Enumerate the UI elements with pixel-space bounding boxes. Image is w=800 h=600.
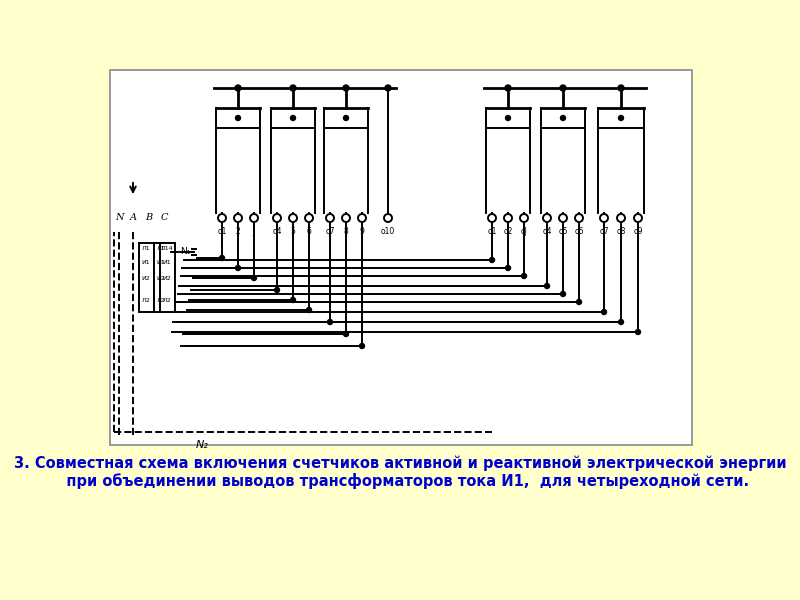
Circle shape [235,265,241,271]
Circle shape [575,214,583,222]
Circle shape [634,214,642,222]
Text: 9: 9 [359,226,365,235]
Circle shape [343,115,349,121]
Circle shape [327,319,333,325]
Text: o4: o4 [542,226,552,235]
Text: 3. Совместная схема включения счетчиков активной и реактивной электрической энер: 3. Совместная схема включения счетчиков … [14,455,786,471]
Circle shape [561,115,566,121]
Text: б: б [306,226,311,235]
FancyBboxPatch shape [154,243,169,312]
Circle shape [506,265,510,271]
Circle shape [522,274,526,278]
Circle shape [559,214,567,222]
Circle shape [218,214,226,222]
Circle shape [600,214,608,222]
Text: при объединении выводов трансформаторов тока И1,  для четыреходной сети.: при объединении выводов трансформаторов … [51,473,749,489]
FancyBboxPatch shape [139,243,154,312]
Circle shape [618,319,623,325]
Circle shape [505,85,511,91]
Text: Л2: Л2 [142,298,150,304]
Text: 8: 8 [344,226,348,235]
Circle shape [504,214,512,222]
Circle shape [273,214,281,222]
Circle shape [234,214,242,222]
Text: И2: И2 [162,277,171,281]
Text: o9: o9 [634,226,642,235]
Circle shape [560,85,566,91]
Text: o8: o8 [616,226,626,235]
Text: Л1: Л1 [157,247,166,251]
Circle shape [235,85,241,91]
Circle shape [577,299,582,304]
Circle shape [617,214,625,222]
Circle shape [343,331,349,337]
Circle shape [274,287,279,292]
Circle shape [290,115,295,121]
Text: И2: И2 [142,277,150,281]
Text: o1: o1 [218,226,226,235]
Text: И1: И1 [157,260,166,265]
Text: N₂: N₂ [195,440,209,450]
Text: 5: 5 [290,226,295,235]
Circle shape [543,214,551,222]
Circle shape [635,329,641,335]
Circle shape [235,115,241,121]
Text: o2: o2 [503,226,513,235]
Circle shape [326,214,334,222]
Text: o1: o1 [487,226,497,235]
Circle shape [545,283,550,289]
Text: o5: o5 [558,226,568,235]
Text: Л2: Л2 [162,298,171,304]
Text: o7: o7 [326,226,334,235]
Circle shape [342,214,350,222]
Text: A: A [130,214,137,223]
Circle shape [488,214,496,222]
Circle shape [359,343,365,349]
Text: N: N [114,214,123,223]
Circle shape [306,307,311,313]
FancyBboxPatch shape [110,70,692,445]
Circle shape [289,214,297,222]
Text: C: C [160,214,168,223]
Circle shape [602,310,606,314]
Circle shape [343,85,349,91]
Text: o7: o7 [599,226,609,235]
Text: o4: o4 [272,226,282,235]
Circle shape [520,214,528,222]
Circle shape [561,292,566,296]
Circle shape [385,85,391,91]
Text: oJ: oJ [521,226,527,235]
Text: oб: oб [574,226,584,235]
Text: И1: И1 [142,260,150,265]
FancyBboxPatch shape [160,243,175,312]
Text: И1: И1 [162,260,171,265]
Circle shape [358,214,366,222]
Circle shape [250,214,258,222]
Circle shape [618,115,623,121]
Text: Л14: Л14 [161,247,174,251]
Circle shape [251,275,257,280]
Circle shape [490,257,494,263]
Circle shape [506,115,510,121]
Circle shape [618,85,624,91]
Text: o10: o10 [381,226,395,235]
Circle shape [219,256,225,260]
Text: И2: И2 [157,277,166,281]
Circle shape [384,214,392,222]
Text: 2: 2 [236,226,240,235]
Circle shape [290,298,295,302]
Text: N₁: N₁ [180,247,190,257]
Text: Л1: Л1 [142,247,150,251]
Text: Л2: Л2 [157,298,166,304]
Circle shape [290,85,296,91]
Text: B: B [146,214,153,223]
Circle shape [305,214,313,222]
Text: J: J [253,226,255,235]
